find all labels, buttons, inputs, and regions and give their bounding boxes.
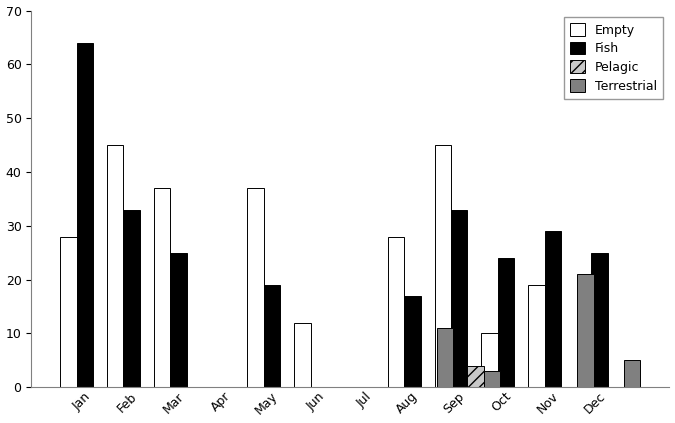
Bar [294,323,310,387]
Bar [77,43,93,387]
Bar [624,360,641,387]
Bar [481,333,497,387]
Bar [388,236,404,387]
Bar [451,210,467,387]
Bar [545,231,561,387]
Bar [264,285,280,387]
Bar [248,188,264,387]
Bar [170,253,186,387]
Bar [124,210,140,387]
Bar [577,274,593,387]
Bar [528,285,545,387]
Bar [60,236,77,387]
Bar [107,145,124,387]
Bar [435,145,451,387]
Bar [404,296,421,387]
Bar [591,253,608,387]
Bar [484,371,500,387]
Bar [437,328,454,387]
Bar [154,188,170,387]
Legend: Empty, Fish, Pelagic, Terrestrial: Empty, Fish, Pelagic, Terrestrial [564,17,664,99]
Bar [467,365,484,387]
Bar [497,258,514,387]
